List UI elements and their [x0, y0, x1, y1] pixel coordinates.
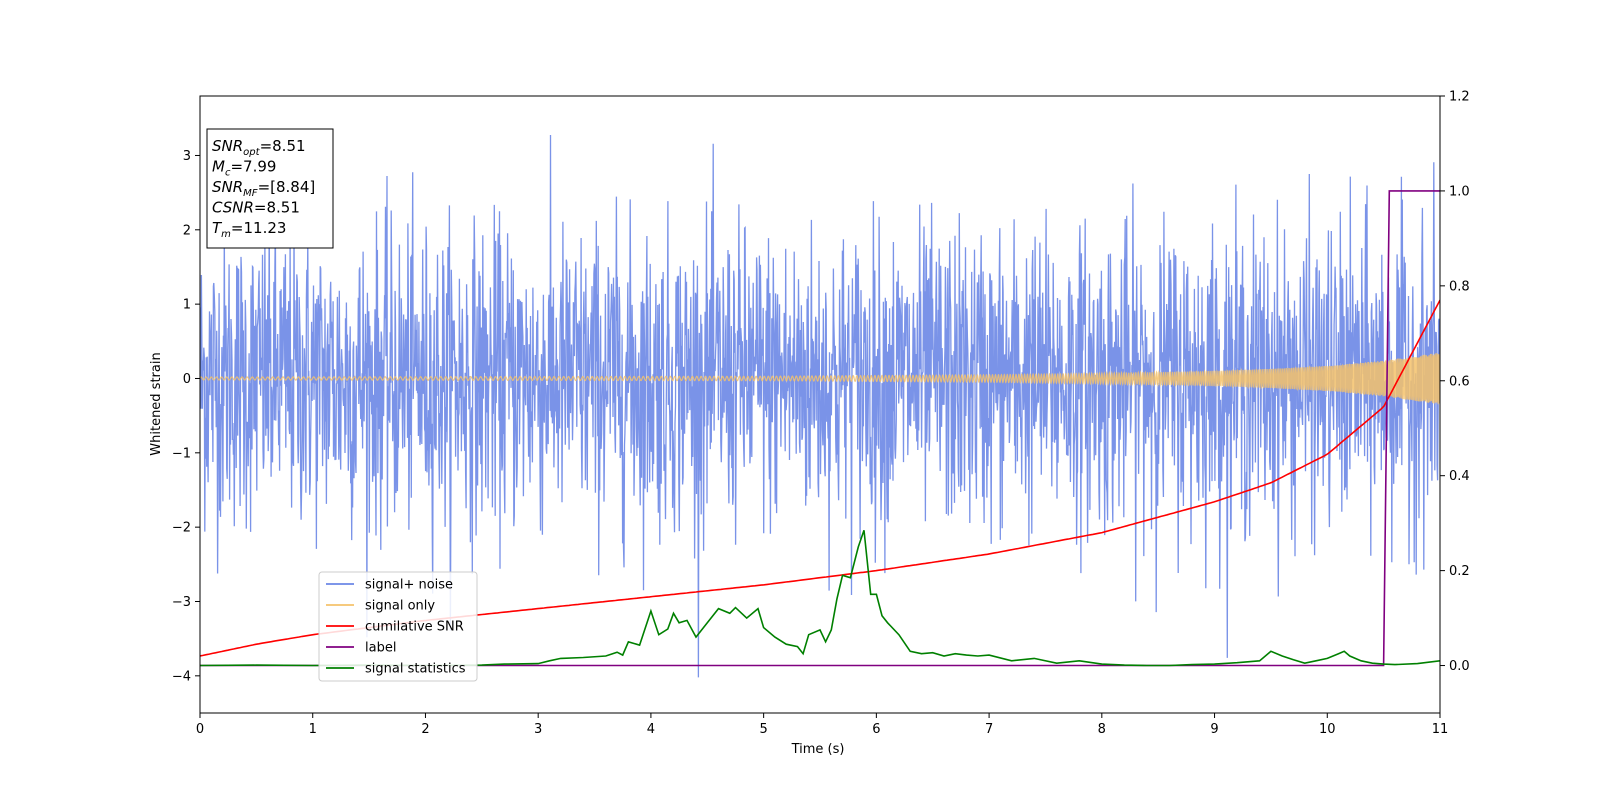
- y-left-tick-label: −1: [172, 446, 191, 461]
- legend-label: signal only: [365, 599, 435, 614]
- series-label: [200, 190, 1440, 667]
- y-axis-right: 1.2 1.0 0.8 0.6 0.4 0.2 0.0: [1440, 90, 1470, 674]
- legend-label: signal statistics: [365, 662, 466, 677]
- x-tick-label: 2: [421, 722, 429, 737]
- series-signal-noise: [200, 134, 1440, 678]
- y-left-tick-label: 0: [183, 372, 191, 387]
- plot-frame: [199, 95, 1441, 714]
- y-left-tick-label: 2: [183, 223, 191, 238]
- series-signal-only: [200, 353, 1440, 405]
- y-right-tick-label: 1.0: [1449, 184, 1470, 199]
- y-right-tick-label: 1.2: [1449, 90, 1470, 105]
- legend-label: cumilative SNR: [365, 620, 464, 635]
- x-tick-label: 11: [1432, 722, 1449, 737]
- x-tick-label: 3: [534, 722, 542, 737]
- stats-annotation-line: Tm=11.23: [212, 219, 286, 240]
- x-tick-label: 0: [196, 722, 204, 737]
- x-tick-label: 1: [309, 722, 317, 737]
- y-left-tick-label: 3: [183, 149, 191, 164]
- x-tick-label: 7: [985, 722, 993, 737]
- y-right-tick-label: 0.4: [1449, 469, 1470, 484]
- stats-annotation-line: CSNR=8.51: [212, 199, 300, 217]
- y-right-tick-label: 0.0: [1449, 659, 1470, 674]
- stats-annotation-frame: [206, 128, 334, 249]
- y-left-tick-label: −3: [172, 595, 191, 610]
- legend: signal+ noise signal only cumilative SNR la…: [318, 571, 478, 682]
- y-right-tick-label: 0.6: [1449, 374, 1470, 389]
- x-tick-label: 4: [647, 722, 655, 737]
- stats-annotation-line: SNRMF=[8.84]: [212, 178, 315, 199]
- y-left-tick-label: 1: [183, 298, 191, 313]
- x-tick-label: 9: [1210, 722, 1218, 737]
- x-axis: 0 1 2 3 4 5 6 7 8 9 10 11: [196, 713, 1448, 737]
- x-tick-label: 5: [759, 722, 767, 737]
- y-right-tick-label: 0.2: [1449, 564, 1470, 579]
- legend-frame: [318, 571, 478, 682]
- y-right-tick-label: 0.8: [1449, 279, 1470, 294]
- legend-label: signal+ noise: [365, 578, 453, 593]
- y-axis-left: 3 2 1 0 −1 −2 −3 −4: [172, 149, 200, 684]
- y-left-tick-label: −2: [172, 521, 191, 536]
- x-tick-label: 8: [1098, 722, 1106, 737]
- stats-annotation-line: SNRopt=8.51: [212, 137, 306, 158]
- y-axis-label: Whitened strain: [149, 352, 164, 455]
- x-tick-label: 10: [1319, 722, 1336, 737]
- x-axis-label: Time (s): [791, 742, 845, 757]
- x-tick-label: 6: [872, 722, 880, 737]
- series-signal-statistics: [200, 530, 1440, 667]
- y-left-tick-label: −4: [172, 669, 191, 684]
- legend-label: label: [365, 641, 396, 656]
- stats-annotation-line: Mc=7.99: [212, 158, 276, 179]
